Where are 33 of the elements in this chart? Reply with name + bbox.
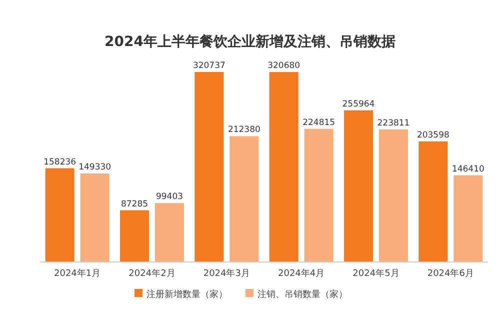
bar xyxy=(304,128,334,262)
data-label: 99403 xyxy=(156,192,184,202)
data-label: 255964 xyxy=(342,99,375,110)
bar xyxy=(454,175,483,262)
bar xyxy=(418,141,448,262)
bar xyxy=(120,210,149,262)
data-label: 224815 xyxy=(302,118,336,128)
x-tick-label: 2024年2月 xyxy=(128,268,176,279)
data-label: 146410 xyxy=(452,164,484,174)
bar xyxy=(269,72,298,262)
legend-label: 注册新增数量（家） xyxy=(146,289,228,300)
bar xyxy=(379,129,408,262)
data-label: 203598 xyxy=(416,130,450,140)
data-label: 149330 xyxy=(78,162,112,173)
bar xyxy=(80,174,110,262)
bar xyxy=(155,203,184,262)
x-tick-label: 2024年1月 xyxy=(54,268,101,279)
bar xyxy=(344,110,373,262)
x-tick-label: 2024年4月 xyxy=(278,268,325,279)
data-label: 212380 xyxy=(228,125,260,136)
data-label: 320680 xyxy=(268,61,300,72)
x-tick-label: 2024年6月 xyxy=(427,268,474,279)
legend-label: 注销、吊销数量（家） xyxy=(258,289,348,300)
data-label: 223811 xyxy=(377,118,410,128)
chart-title: 2024年上半年餐饮企业新增及注销、吊销数据 xyxy=(104,33,396,50)
x-tick-label: 2024年3月 xyxy=(203,268,250,279)
data-label: 320737 xyxy=(192,61,226,71)
data-label: 158236 xyxy=(44,157,76,168)
bar xyxy=(230,136,259,262)
data-label: 87285 xyxy=(120,199,148,210)
x-tick-label: 2024年5月 xyxy=(352,268,400,279)
bar xyxy=(194,72,224,262)
bar xyxy=(45,168,74,262)
